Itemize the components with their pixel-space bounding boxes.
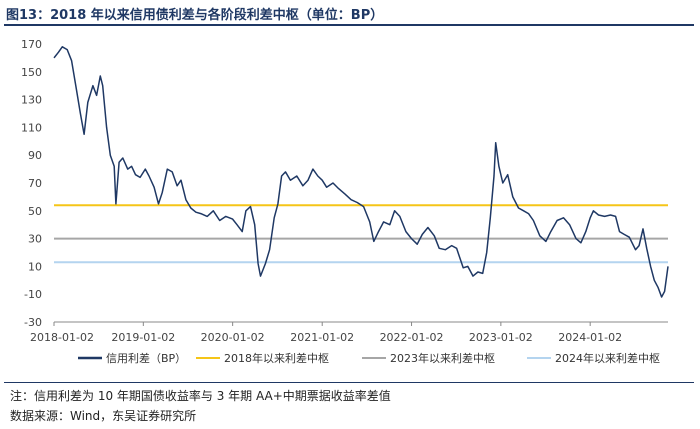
x-tick-label: 2024-01-02 <box>558 331 622 344</box>
x-tick-label: 2018-01-02 <box>30 331 94 344</box>
x-tick-label: 2022-01-02 <box>380 331 444 344</box>
chart-note: 注：信用利差为 10 年期国债收益率与 3 年期 AA+中期票据收益率差值 <box>10 389 391 403</box>
legend-center-2018-label: 2018年以来利差中枢 <box>224 351 329 365</box>
series-layer <box>53 46 669 298</box>
legend-center-2023-label: 2023年以来利差中枢 <box>390 351 495 365</box>
x-tick-label: 2021-01-02 <box>290 331 354 344</box>
footer-divider <box>4 382 694 383</box>
credit-spread-line <box>53 46 669 298</box>
y-tick-label: -10 <box>24 288 42 301</box>
legend: 信用利差（BP） 2018年以来利差中枢 2023年以来利差中枢 2024年以来利差中… <box>78 351 660 365</box>
y-tick-label: -30 <box>24 316 42 329</box>
legend-center-2024-label: 2024年以来利差中枢 <box>555 351 660 365</box>
y-tick-label: 130 <box>21 94 42 107</box>
x-tick-label: 2019-01-02 <box>111 331 175 344</box>
y-tick-label: 110 <box>21 121 42 134</box>
spread-line-chart: -30 -10 10 30 50 70 90 110 130 150 170 2018-01-02 20… <box>21 38 669 365</box>
y-tick-label: 90 <box>28 149 42 162</box>
legend-credit-spread-label: 信用利差（BP） <box>106 351 186 365</box>
data-source: 数据来源：Wind，东吴证券研究所 <box>10 409 197 423</box>
title-divider <box>4 24 694 26</box>
y-tick-label: 70 <box>28 177 42 190</box>
reference-lines <box>54 204 668 264</box>
axis-layer: -30 -10 10 30 50 70 90 110 130 150 170 2018-01-02 20… <box>21 38 668 344</box>
y-tick-label: 150 <box>21 66 42 79</box>
x-tick-label: 2020-01-02 <box>201 331 265 344</box>
y-tick-label: 50 <box>28 205 42 218</box>
chart-title: 图13：2018 年以来信用债利差与各阶段利差中枢（单位：BP） <box>6 8 384 23</box>
y-tick-label: 170 <box>21 38 42 51</box>
x-tick-label: 2023-01-02 <box>469 331 533 344</box>
y-tick-label: 30 <box>28 233 42 246</box>
y-tick-label: 10 <box>28 260 42 273</box>
